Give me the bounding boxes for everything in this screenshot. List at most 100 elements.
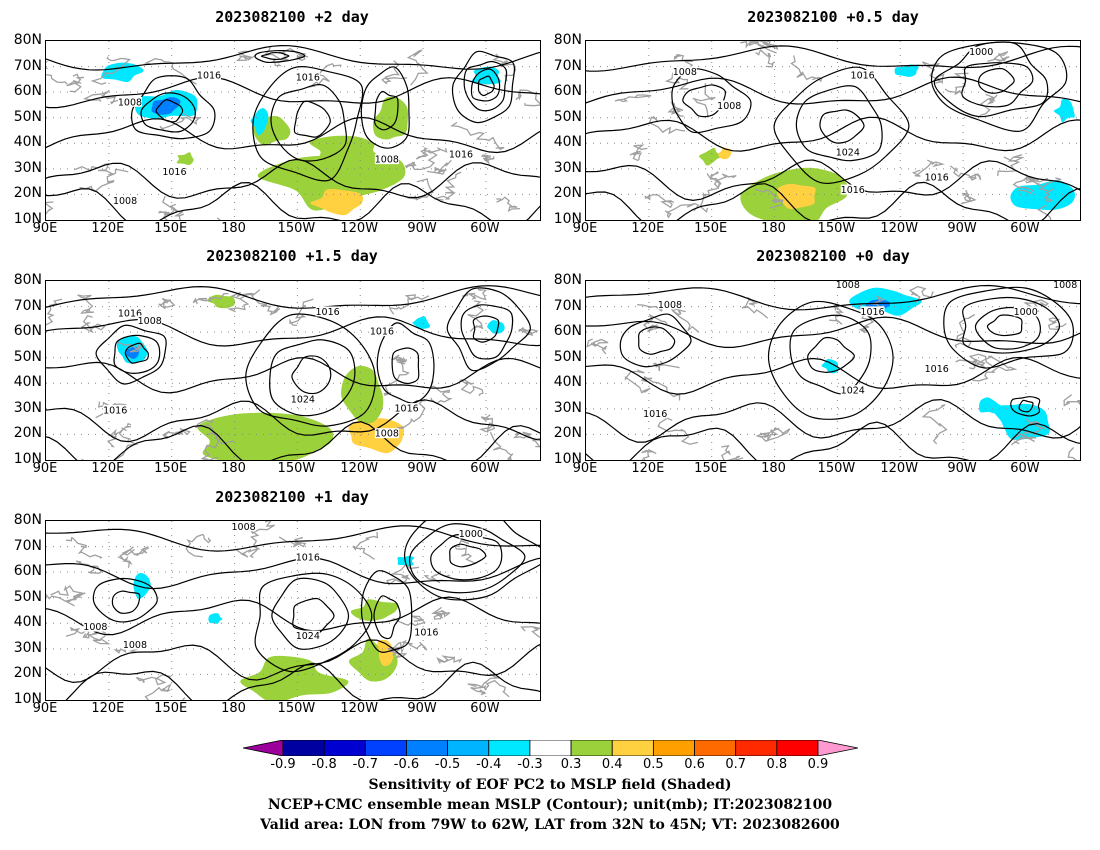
- coastline: [308, 63, 342, 88]
- colorbar-label: -0.7: [352, 757, 378, 772]
- isobar-contour: [46, 76, 540, 109]
- sensitivity-shade: [133, 572, 151, 599]
- isobar-contour: [46, 116, 540, 154]
- lon-tick-label: 120W: [340, 221, 379, 236]
- isobar-contour: [46, 596, 540, 636]
- lat-tick-label: 50N: [553, 108, 582, 125]
- colorbar-label: 0.4: [601, 757, 623, 772]
- lat-tick-label: 20N: [13, 185, 42, 202]
- coastline: [748, 41, 777, 54]
- contour-label-bg: [295, 630, 320, 641]
- lat-tick-label: 60N: [13, 563, 42, 580]
- coastline: [74, 163, 115, 176]
- contour-label-bg: [103, 404, 128, 415]
- sensitivity-shade: [197, 412, 334, 460]
- footer-line-2: NCEP+CMC ensemble mean MSLP (Contour); u…: [267, 797, 833, 813]
- coastline: [161, 195, 185, 220]
- isobar-contour: [807, 336, 855, 373]
- coastline: [427, 159, 452, 175]
- coastline: [586, 338, 609, 355]
- lat-tick-label: 10N: [13, 691, 42, 707]
- lon-tick-label: 150E: [694, 221, 728, 236]
- lon-tick-label: 90W: [407, 221, 437, 236]
- lat-tick-label: 80N: [13, 272, 42, 288]
- map-area: 1000 1008 1016 1008 1024 1016 1016: [585, 40, 1081, 221]
- isobar-contour: [470, 68, 501, 102]
- map-svg: 1000 1008 1016 1008 1024 1016 1016: [586, 41, 1080, 220]
- map-svg: 1016 1016 1008 1016 1016 1008 1008: [46, 41, 540, 220]
- coastline: [614, 94, 652, 103]
- coastline: [1010, 433, 1037, 446]
- footer-line-3: Valid area: LON from 79W to 62W, LAT fro…: [260, 817, 840, 833]
- sensitivity-shade: [718, 147, 732, 160]
- contour-label: 1024: [836, 147, 860, 158]
- isobar-contour: [46, 316, 540, 347]
- isobar-contour: [124, 342, 149, 364]
- isobar-contour: [140, 92, 196, 133]
- panel-title: 2023082100 +1 day: [215, 488, 369, 506]
- lon-tick-label: 60W: [470, 221, 500, 236]
- coastline: [949, 165, 982, 181]
- coastline: [75, 560, 103, 574]
- isobar-contour: [586, 159, 1080, 202]
- colorbar-label: 0.5: [643, 757, 664, 772]
- contour-label-bg: [643, 408, 668, 419]
- isobar-contour: [795, 85, 883, 162]
- colorbar-swatch: [570, 740, 613, 756]
- sensitivity-shade: [991, 403, 1050, 440]
- coastline: [182, 697, 192, 700]
- map-area: 1016 1016 1008 1016 1016 1008 1008: [45, 40, 541, 221]
- isobar-contour: [619, 313, 692, 368]
- panel-title: 2023082100 +2 day: [215, 8, 369, 26]
- lat-tick-label: 10N: [553, 211, 582, 227]
- isobar-contour: [586, 356, 1080, 395]
- coastline: [46, 201, 54, 215]
- contour-label: 1016: [841, 185, 865, 196]
- coastline: [629, 144, 648, 162]
- isobar-contour: [260, 52, 290, 60]
- isobar-contour: [586, 316, 1080, 348]
- isobar-contour: [46, 44, 540, 71]
- colorbar-swatch: [447, 740, 490, 756]
- coastline: [77, 294, 94, 314]
- map-area: 1016 1008 1016 1016 1024 1016 1016 1008: [45, 280, 541, 461]
- sensitivity-shade: [250, 108, 269, 136]
- coastline: [192, 292, 229, 305]
- isobar-contour: [252, 66, 364, 182]
- contour-label-bg: [113, 195, 138, 206]
- contour-label: 1008: [83, 622, 107, 633]
- lon-tick-label: 90E: [572, 461, 598, 476]
- sensitivity-shade: [821, 358, 839, 374]
- lat-tick-label: 70N: [13, 57, 42, 74]
- coastline: [436, 655, 463, 664]
- lon-tick-label: 120E: [631, 461, 665, 476]
- contour-label-bg: [369, 326, 394, 337]
- contour-label-bg: [137, 315, 162, 326]
- lon-tick-label: 150E: [154, 221, 188, 236]
- coastline: [431, 606, 451, 620]
- contour-label-bg: [448, 148, 473, 159]
- colorbar-label: 0.8: [766, 757, 788, 772]
- coastline: [692, 83, 716, 118]
- map-svg: 1008 1008 1016 1000 1016 1024 1016 1008: [586, 281, 1080, 460]
- isobar-contour: [961, 62, 1034, 108]
- coastline: [429, 380, 453, 405]
- coastline: [624, 369, 651, 394]
- lon-tick-label: 120W: [880, 461, 919, 476]
- isobar-contour: [943, 286, 1074, 369]
- isobar-contour: [269, 339, 356, 417]
- coastline: [754, 188, 784, 209]
- lat-tick-label: 50N: [13, 588, 42, 605]
- isobar-contour: [95, 324, 167, 385]
- map-area: 1008 1008 1016 1000 1016 1024 1016 1008: [585, 280, 1081, 461]
- contour-label: 1008: [717, 101, 741, 112]
- isobar-contour: [271, 577, 350, 650]
- isobar-contour: [962, 296, 1061, 354]
- coastline: [911, 159, 946, 177]
- coastline: [462, 288, 488, 301]
- footer-line-1: Sensitivity of EOF PC2 to MSLP field (Sh…: [368, 777, 732, 793]
- isobar-contour: [360, 66, 410, 149]
- contour-label: 1016: [860, 307, 884, 318]
- isobar-contour: [446, 287, 531, 372]
- coastline: [664, 202, 700, 219]
